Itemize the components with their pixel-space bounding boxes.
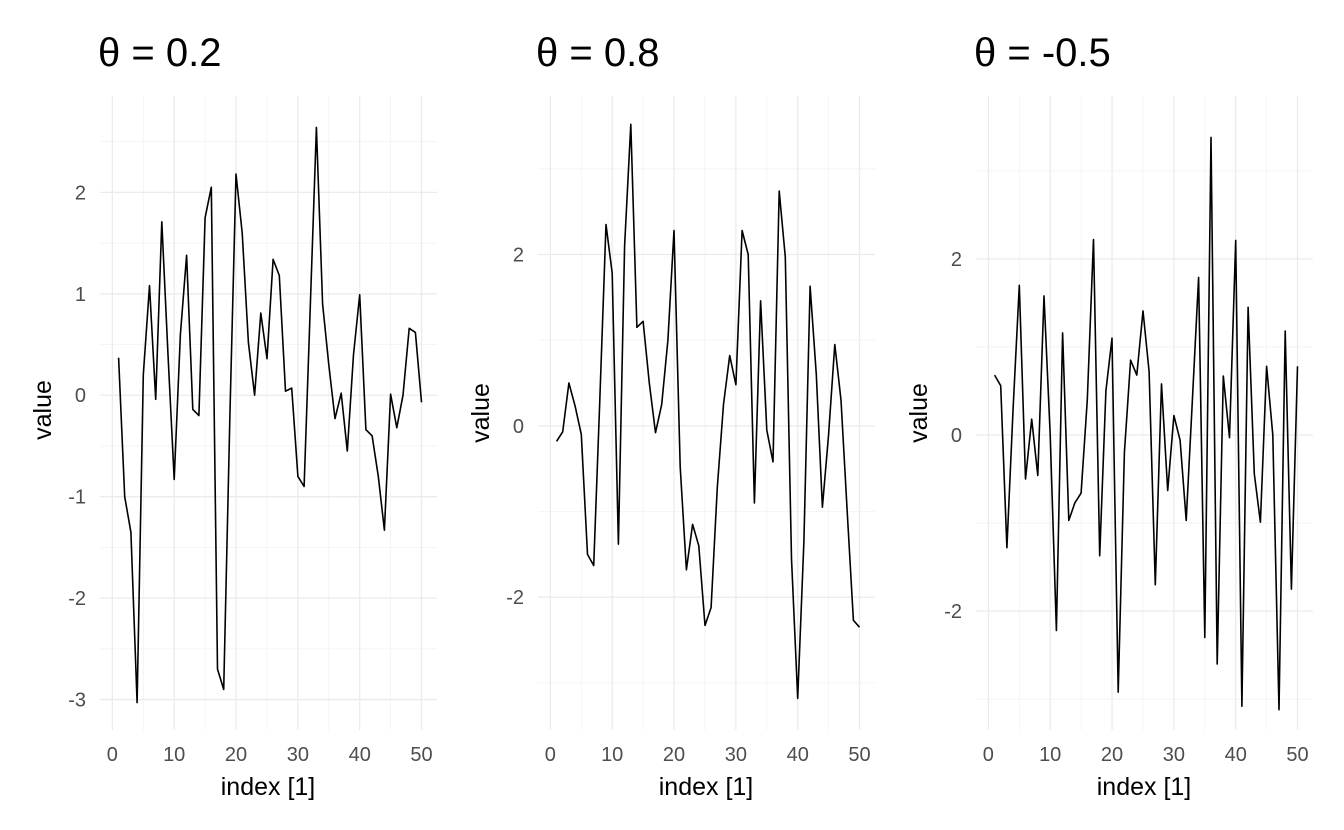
y-axis-title: value <box>905 383 933 443</box>
x-tick-label: 0 <box>107 744 118 766</box>
x-tick-label: 30 <box>287 744 309 766</box>
panel-theta-0.2: θ = 0.2 value index [1] 0 10 20 30 40 50-3-2-… <box>29 31 437 801</box>
x-tick-label: 0 <box>983 744 994 766</box>
panel-title: θ = 0.8 <box>536 31 659 75</box>
plot-area: 0 10 20 30 40 50 -2 0 2 <box>944 96 1313 766</box>
y-tick-label: 1 <box>75 284 86 306</box>
x-tick-label: 40 <box>787 744 809 766</box>
x-tick-label: 10 <box>601 744 623 766</box>
panel-title: θ = 0.2 <box>98 31 221 75</box>
plot-area: 0 10 20 30 40 50 -3 -2 -1 0 1 2 <box>68 96 437 766</box>
x-tick-label: 0 <box>545 744 556 766</box>
y-tick-label: -2 <box>68 588 86 610</box>
series-line <box>993 136 1299 711</box>
y-axis-title: value <box>29 380 57 440</box>
y-axis-title: value <box>467 383 495 443</box>
series-line <box>555 123 861 700</box>
y-tick-label: 0 <box>75 385 86 407</box>
x-tick-label: 40 <box>349 744 371 766</box>
y-tick-label: -3 <box>68 690 86 712</box>
y-tick-label: 0 <box>513 416 524 438</box>
y-tick-label: 2 <box>75 182 86 204</box>
x-tick-label: 40 <box>1225 744 1247 766</box>
y-tick-label: 2 <box>513 245 524 267</box>
x-tick-label: 10 <box>163 744 185 766</box>
x-tick-label: 50 <box>848 744 870 766</box>
x-tick-label: 20 <box>225 744 247 766</box>
x-tick-label: 50 <box>1286 744 1308 766</box>
x-tick-label: 30 <box>1163 744 1185 766</box>
x-tick-label: 10 <box>1039 744 1061 766</box>
y-tick-label: 0 <box>951 425 962 447</box>
x-tick-label: 20 <box>1101 744 1123 766</box>
y-tick-label: -1 <box>68 487 86 509</box>
y-tick-label: 2 <box>951 249 962 271</box>
y-tick-label: -2 <box>944 601 962 623</box>
x-tick-label: 50 <box>410 744 432 766</box>
x-tick-label: 30 <box>725 744 747 766</box>
series-line <box>117 126 423 704</box>
x-axis-title: index [1] <box>1097 773 1192 801</box>
panel-title: θ = -0.5 <box>974 31 1111 75</box>
x-axis-title: index [1] <box>659 773 754 801</box>
panel-theta-0.8: θ = 0.8 value index [1] 0 10 20 30 40 50 -2 0 2 <box>467 31 875 801</box>
x-tick-label: 20 <box>663 744 685 766</box>
y-tick-label: -2 <box>506 587 524 609</box>
x-axis-title: index [1] <box>221 773 316 801</box>
panel-theta-neg-0.5: θ = -0.5 value index [1] 0 10 20 30 40 50 -2 0 2 <box>905 31 1313 801</box>
plot-area: 0 10 20 30 40 50 -2 0 2 <box>506 96 875 766</box>
